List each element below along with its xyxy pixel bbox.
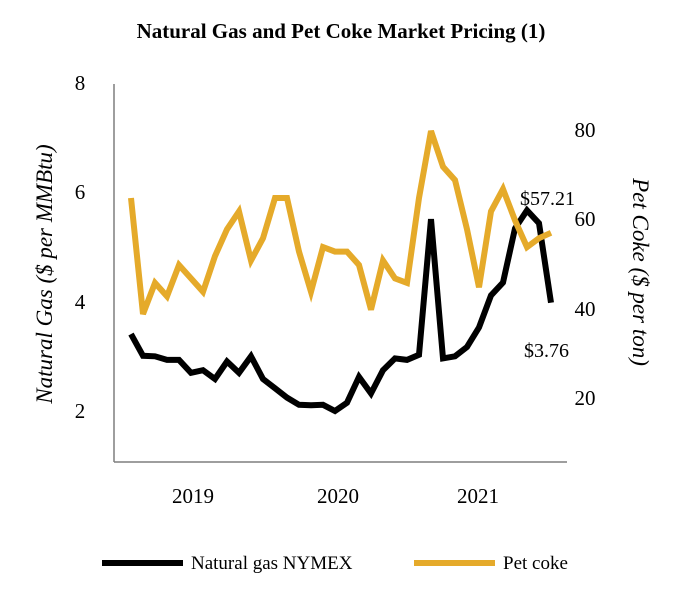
x-tick: 2021 — [457, 484, 499, 508]
y-left-tick: 6 — [75, 180, 86, 204]
legend-label-natural-gas: Natural gas NYMEX — [191, 553, 353, 574]
series-line-natural-gas — [128, 205, 554, 415]
y-right-tick: 20 — [575, 386, 596, 410]
y-left-tick: 8 — [75, 71, 86, 95]
y-left-axis-label: Natural Gas ($ per MMBtu) — [32, 144, 57, 404]
chart-title: Natural Gas and Pet Coke Market Pricing … — [137, 19, 546, 43]
y-right-tick: 60 — [575, 207, 596, 231]
natural-gas-last-value-label: $3.76 — [524, 340, 569, 362]
y-right-tick: 40 — [575, 297, 596, 321]
pet-coke-last-value-label: $57.21 — [520, 188, 575, 210]
y-left-tick: 2 — [75, 399, 86, 423]
y-left-tick: 4 — [75, 290, 86, 314]
y-right-axis-label: Pet Coke ($ per ton) — [628, 177, 653, 366]
series-line-pet-coke — [128, 130, 553, 316]
x-tick: 2019 — [172, 484, 214, 508]
legend-label-pet-coke: Pet coke — [503, 553, 568, 574]
x-tick: 2020 — [317, 484, 359, 508]
y-right-tick: 80 — [575, 118, 596, 142]
